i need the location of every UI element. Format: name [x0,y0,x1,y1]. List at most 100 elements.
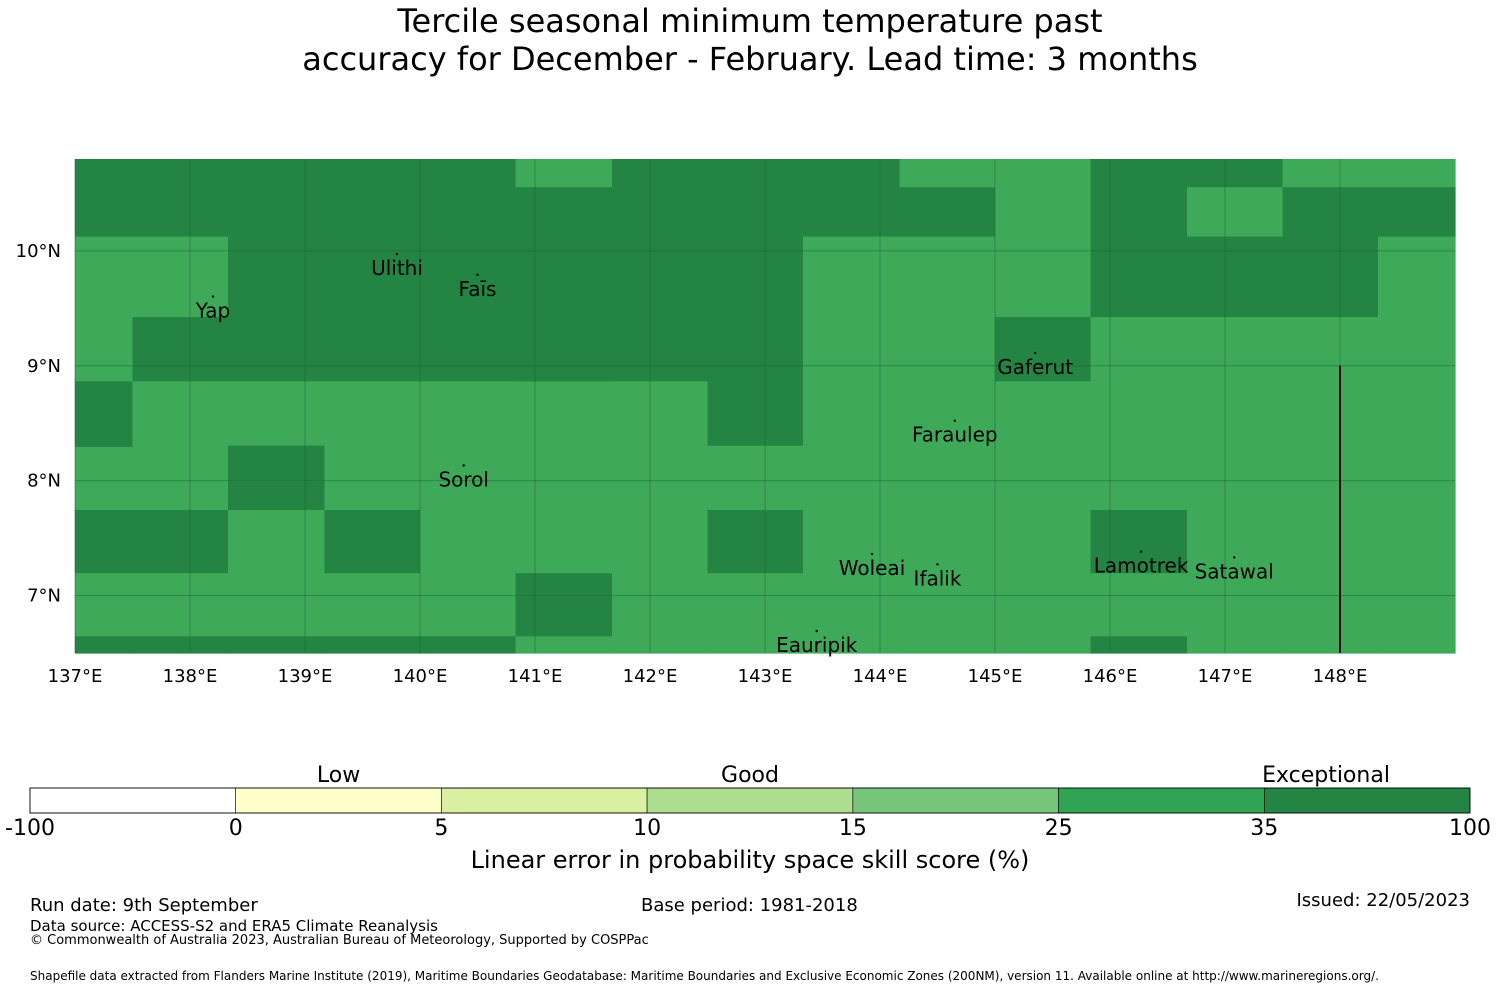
colorbar-frame [29,787,1471,814]
exceptional-cell [515,186,613,382]
good-cell [707,572,804,654]
colorbar-tick-label: 0 [229,816,243,841]
latitude-tick-label: 9°N [27,356,61,377]
colorbar-segment [441,787,648,814]
island-marker [815,629,818,633]
place-label: Ifalik [914,566,962,590]
skill-grid [75,159,1456,654]
place-label: Ulithi [371,256,423,280]
colorbar-segments [29,787,1471,814]
good-cell [1187,316,1284,654]
good-cell [132,380,229,510]
place-label: Yap [195,299,230,323]
good-cell [899,236,996,654]
place-label: Faraulep [912,423,998,447]
latitude-tick-label: 8°N [27,471,61,492]
exceptional-cell [1090,509,1188,574]
island-marker [1139,550,1143,553]
place-label: Woleai [839,556,906,580]
exceptional-cell [420,159,517,382]
colorbar-segment [1058,787,1265,814]
good-cell [995,159,1092,317]
colorbar-category-label: Low [317,763,360,788]
exceptional-cell [324,635,421,654]
island-marker [953,419,956,422]
exceptional-cell [132,159,229,237]
longitude-labels: 137°E 138°E 139°E 140°E 141°E 142°E 143°E 144°E… [48,666,1368,687]
good-cell [995,380,1092,654]
longitude-tick-label: 147°E [1198,666,1253,687]
colorbar-segment [29,787,236,814]
longitude-tick-label: 137°E [48,666,103,687]
colorbar-segment [1264,787,1471,814]
map-title: Tercile seasonal minimum temperature pas… [0,2,1500,78]
colorbar-tick-label: 5 [434,816,448,841]
longitude-tick-label: 148°E [1313,666,1368,687]
good-cell [1282,316,1379,654]
issued-date: Issued: 22/05/2023 [1296,890,1470,911]
longitude-tick-label: 142°E [623,666,678,687]
colorbar-segment [646,787,854,814]
exceptional-cell [75,635,134,654]
exceptional-cell [612,159,709,382]
colorbar-category-label: Good [721,763,779,788]
colorbar-tick-label: 100 [1449,816,1491,841]
exceptional-cell [324,159,421,382]
good-cell [75,446,134,510]
longitude-tick-label: 141°E [508,666,563,687]
colorbar-legend: Low Good Exceptional -100 0 5 10 15 25 35 100 Lin… [5,763,1491,874]
colorbar-tick-labels: -100 0 5 10 15 25 35 100 [5,816,1491,841]
place-label: Gaferut [997,355,1073,379]
latitude-tick-label: 7°N [27,586,61,607]
colorbar-segment [235,787,442,814]
good-cell [612,380,709,654]
latitude-labels: 10°N 9°N 8°N 7°N [16,241,61,607]
colorbar-tick-label: 25 [1045,816,1073,841]
place-label: Sorol [438,468,489,492]
colorbar-segment [852,787,1059,814]
exceptional-cell [132,316,229,382]
island-marker [870,552,874,556]
longitude-tick-label: 139°E [278,666,333,687]
exceptional-cell [803,159,901,237]
place-label: Lamotrek [1094,554,1189,578]
island-marker [936,563,939,566]
exceptional-cell [1090,635,1188,654]
exceptional-cell [75,159,134,237]
exceptional-cell [75,509,134,574]
exceptional-cell [420,635,517,654]
exceptional-cell [995,316,1092,382]
island-marker [395,252,399,256]
island-marker [1233,556,1236,559]
exceptional-cell [324,509,421,574]
run-date: Run date: 9th September [30,895,258,916]
copyright-notice: © Commonwealth of Australia 2023, Austra… [30,933,649,948]
good-cell [1378,236,1456,654]
colorbar-tick-label: 35 [1250,816,1278,841]
good-cell [515,635,613,654]
good-cell [1090,572,1188,637]
exceptional-cell [1378,186,1456,237]
colorbar-tick-label: -100 [5,816,55,841]
map-figure: Ulithi Faīs Yap Gaferut Faraulep Sorol Woleai I… [5,159,1491,874]
colorbar-category-label: Exceptional [1262,763,1390,788]
exceptional-cell [899,186,996,237]
place-label: Satawal [1195,559,1274,583]
good-cell [1378,159,1456,188]
exceptional-cell [1187,236,1284,317]
exceptional-cell [707,159,804,446]
good-cell [420,380,517,637]
good-cell [132,236,229,317]
good-cell [515,159,613,188]
shapefile-credit: Shapefile data extracted from Flanders M… [30,969,1379,983]
good-cell [1282,159,1379,188]
island-marker [1034,351,1037,355]
longitude-tick-label: 140°E [393,666,448,687]
exceptional-cell [132,635,229,654]
longitude-tick-label: 145°E [968,666,1023,687]
graticule [74,159,1455,653]
colorbar-axis-title: Linear error in probability space skill … [471,846,1030,874]
good-cell [132,572,229,637]
good-cell [75,236,134,382]
exceptional-cell [228,635,326,654]
